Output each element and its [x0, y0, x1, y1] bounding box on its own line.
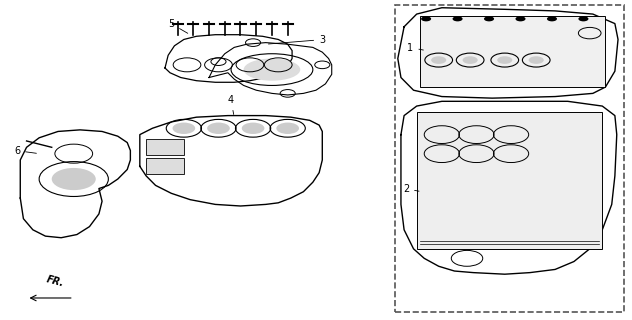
Circle shape	[547, 16, 557, 21]
Circle shape	[276, 123, 299, 134]
Ellipse shape	[244, 59, 300, 81]
Circle shape	[453, 16, 463, 21]
Circle shape	[431, 56, 446, 64]
Text: 5: 5	[168, 19, 188, 33]
Circle shape	[52, 168, 96, 190]
Text: 6: 6	[14, 146, 37, 156]
Bar	[416, 112, 602, 249]
Text: 2: 2	[403, 184, 419, 194]
Circle shape	[529, 56, 544, 64]
Circle shape	[578, 16, 588, 21]
Circle shape	[497, 56, 513, 64]
Circle shape	[421, 16, 431, 21]
Bar	[146, 158, 184, 174]
Circle shape	[516, 16, 526, 21]
Text: 4: 4	[228, 95, 234, 115]
Bar	[146, 140, 184, 155]
Text: 1: 1	[407, 43, 423, 52]
Circle shape	[463, 56, 478, 64]
Circle shape	[242, 123, 264, 134]
Circle shape	[173, 123, 195, 134]
Circle shape	[207, 123, 230, 134]
Circle shape	[484, 16, 494, 21]
Text: FR.: FR.	[46, 275, 65, 289]
Bar	[420, 16, 605, 87]
Bar	[394, 4, 624, 312]
Text: 3: 3	[269, 35, 325, 44]
